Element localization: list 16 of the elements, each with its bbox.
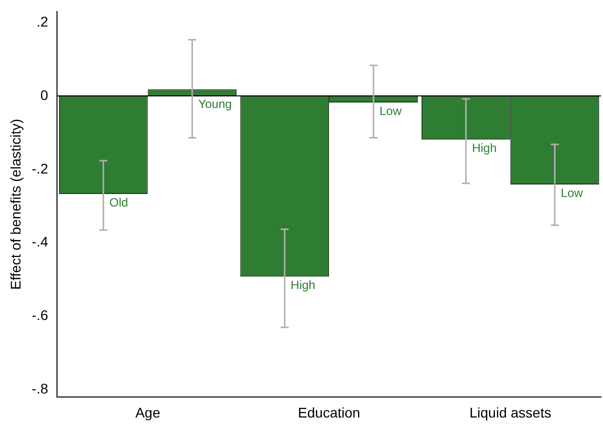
x-tick-label: Liquid assets	[469, 404, 552, 420]
y-tick-label: -.8	[32, 380, 48, 397]
data-label: Old	[109, 195, 128, 210]
y-tick-label: -.4	[32, 234, 48, 250]
data-label: High	[290, 278, 316, 292]
x-tick-label: Education	[298, 404, 360, 420]
y-tick-label: -.6	[32, 307, 48, 324]
data-label: Low	[379, 104, 402, 118]
data-label: High	[472, 140, 497, 155]
y-tick-label: 0	[40, 86, 48, 103]
y-tick-label: .2	[36, 13, 48, 30]
x-tick-label: Age	[135, 404, 160, 420]
y-tick-label: -.2	[32, 160, 48, 176]
data-label: Low	[560, 186, 584, 200]
data-label: Young	[198, 97, 232, 112]
y-axis-title: Effect of benefits (elasticity)	[7, 118, 24, 290]
